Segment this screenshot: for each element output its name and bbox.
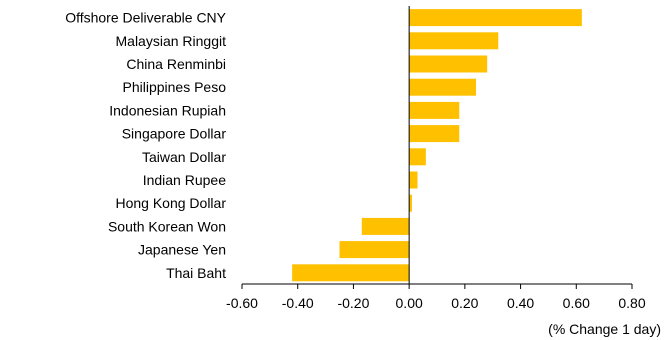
bar xyxy=(409,171,418,189)
bar xyxy=(409,101,460,119)
x-tick-label: 0.40 xyxy=(507,295,534,311)
category-label: Singapore Dollar xyxy=(122,126,227,142)
bar xyxy=(339,241,410,259)
category-label: Japanese Yen xyxy=(138,242,226,258)
x-tick-label: 0.60 xyxy=(563,295,590,311)
bar xyxy=(292,264,410,282)
bar xyxy=(409,78,476,96)
x-axis-title: (% Change 1 day) xyxy=(548,321,661,337)
category-label: South Korean Won xyxy=(108,218,226,234)
category-label: Malaysian Ringgit xyxy=(116,33,227,49)
x-tick-label: 0.20 xyxy=(451,295,478,311)
category-label: Indian Rupee xyxy=(143,172,227,188)
bar xyxy=(409,125,460,143)
category-label: Indonesian Rupiah xyxy=(109,102,226,118)
x-tick-label: -0.40 xyxy=(282,295,314,311)
category-labels: Offshore Deliverable CNY Malaysian Ringgi… xyxy=(65,10,226,281)
x-tick-label: 0.80 xyxy=(618,295,645,311)
category-label: China Renminbi xyxy=(126,56,226,72)
bar xyxy=(409,32,499,50)
category-label: Thai Baht xyxy=(166,265,226,281)
category-label: Philippines Peso xyxy=(122,79,226,95)
x-tick-label: 0.00 xyxy=(396,295,423,311)
category-label: Taiwan Dollar xyxy=(142,149,226,165)
bar xyxy=(409,9,582,27)
bar xyxy=(409,148,426,166)
bar xyxy=(409,194,412,212)
x-tick-marks xyxy=(241,284,633,289)
category-label: Offshore Deliverable CNY xyxy=(65,10,226,26)
bars-group xyxy=(292,9,582,282)
x-tick-label: -0.20 xyxy=(337,295,369,311)
bar xyxy=(409,55,488,73)
x-tick-labels: -0.60 -0.40 -0.20 0.00 0.20 0.40 0.60 0.80 xyxy=(226,295,646,311)
bar xyxy=(361,217,410,235)
x-tick-label: -0.60 xyxy=(226,295,258,311)
category-label: Hong Kong Dollar xyxy=(115,195,226,211)
